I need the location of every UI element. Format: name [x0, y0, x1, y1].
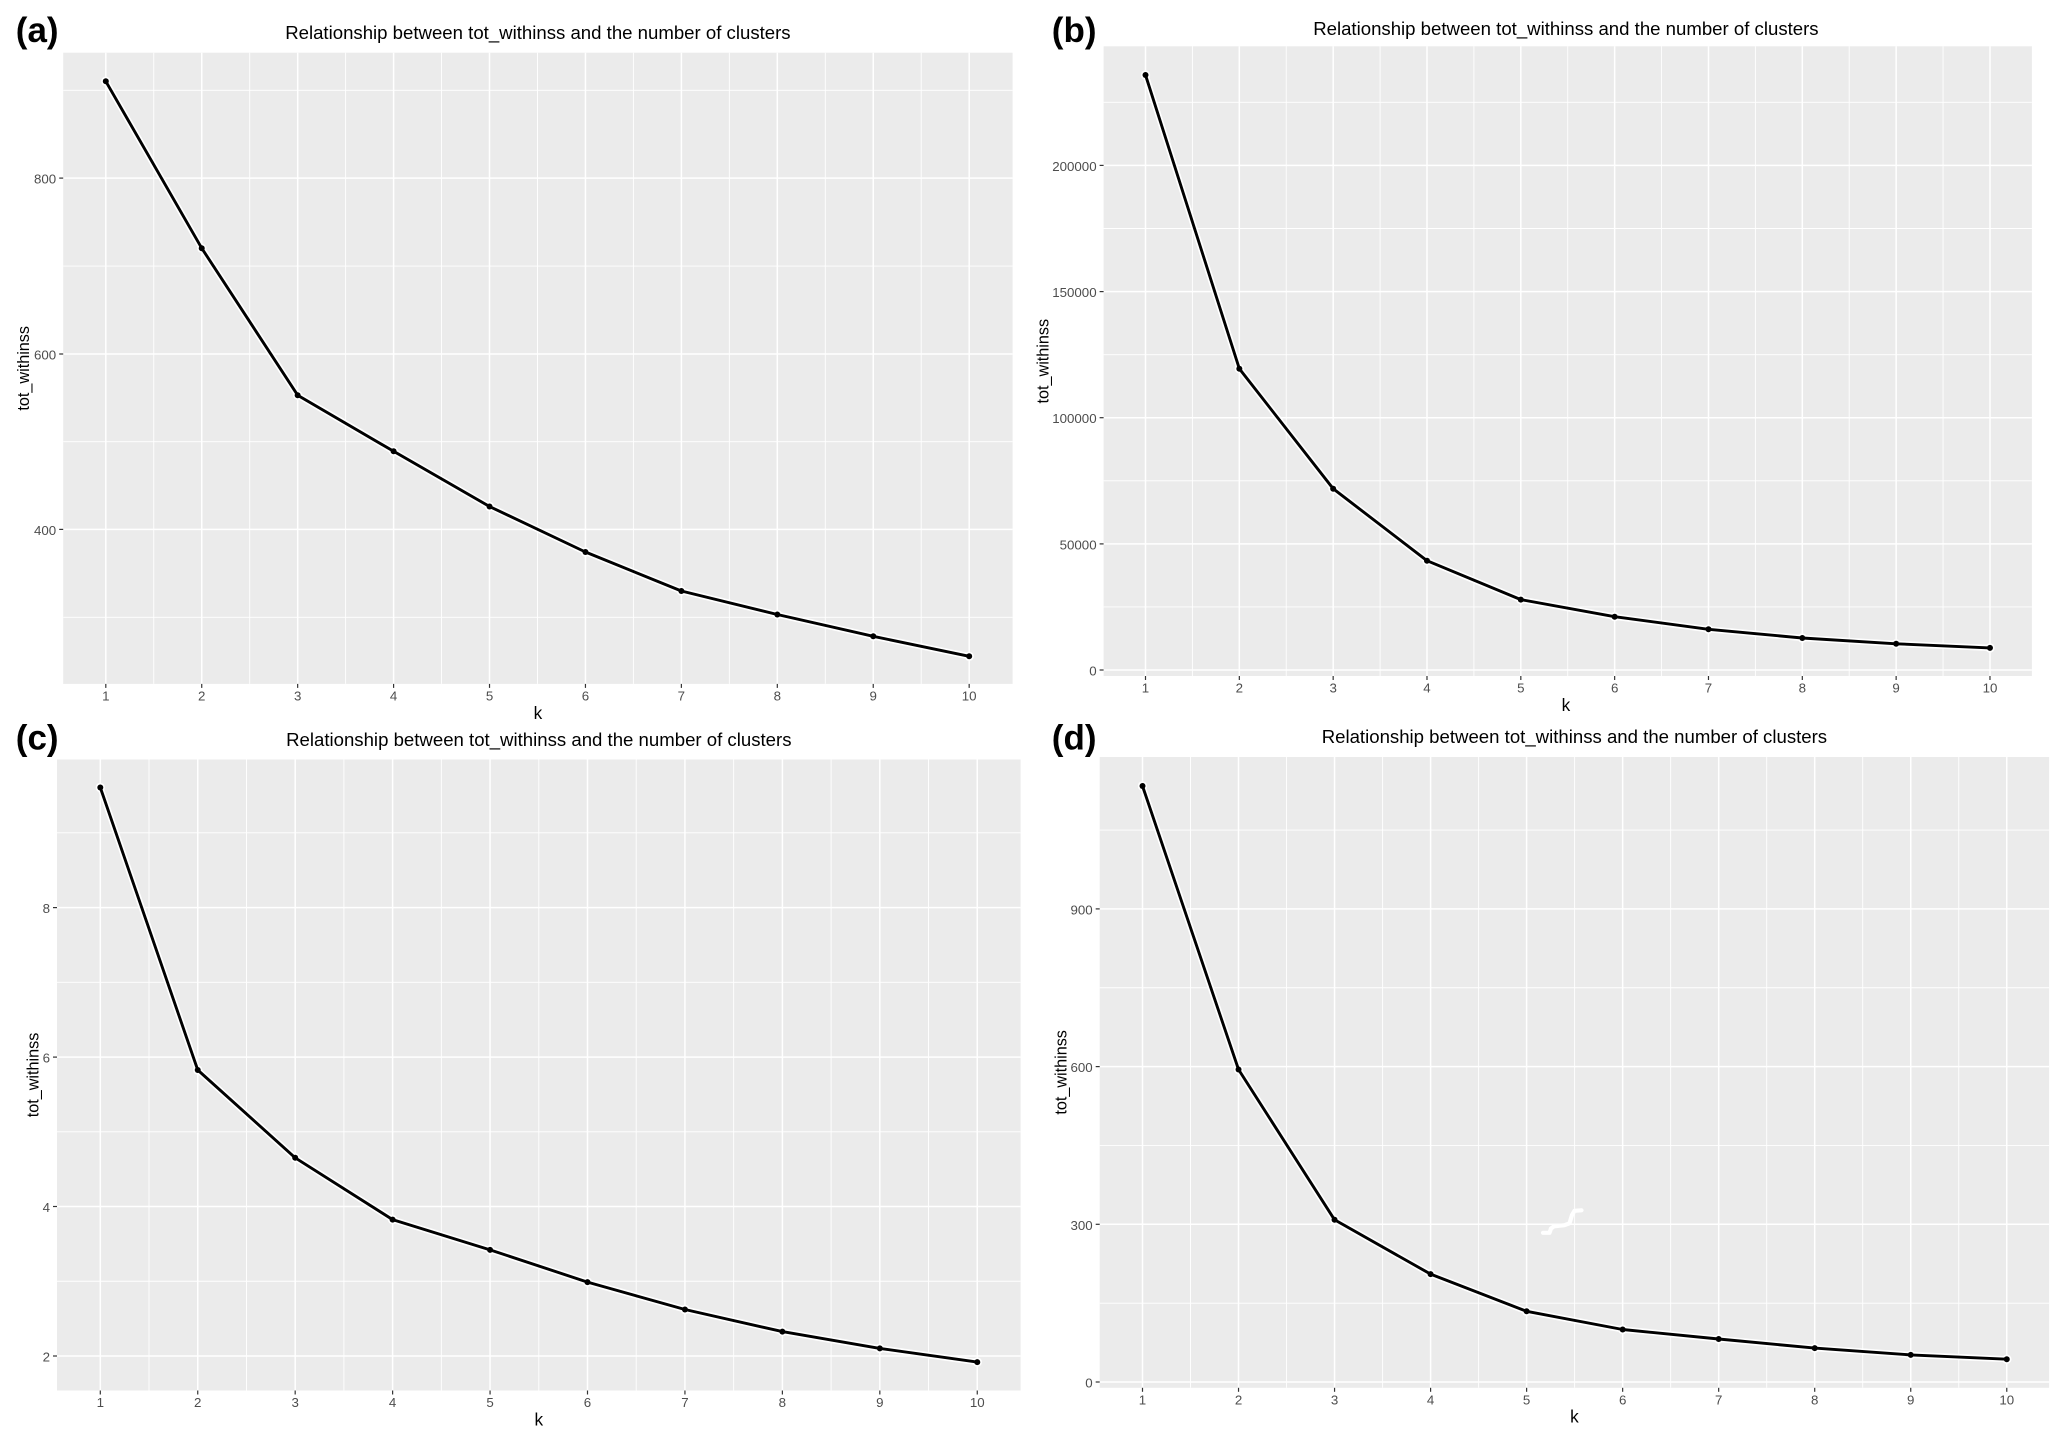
svg-text:k: k — [1570, 1407, 1579, 1427]
svg-text:Relationship between tot_withi: Relationship between tot_withinss and th… — [285, 22, 790, 44]
svg-text:3: 3 — [294, 689, 301, 704]
svg-text:8: 8 — [774, 689, 781, 704]
svg-text:10: 10 — [1999, 1392, 2014, 1407]
svg-text:1: 1 — [102, 689, 109, 704]
svg-text:400: 400 — [34, 523, 56, 538]
svg-text:3: 3 — [291, 1395, 298, 1410]
svg-text:1: 1 — [1139, 1392, 1146, 1407]
svg-text:600: 600 — [1071, 1060, 1093, 1075]
svg-text:7: 7 — [681, 1395, 688, 1410]
svg-text:1: 1 — [1142, 681, 1149, 696]
svg-text:Relationship between tot_withi: Relationship between tot_withinss and th… — [1313, 18, 1818, 40]
svg-text:tot_withinss: tot_withinss — [15, 326, 33, 411]
svg-text:600: 600 — [34, 348, 56, 363]
svg-text:7: 7 — [1705, 681, 1712, 696]
svg-text:800: 800 — [34, 172, 56, 187]
svg-text:200000: 200000 — [1052, 159, 1096, 174]
svg-text:7: 7 — [1715, 1392, 1722, 1407]
svg-text:Relationship between tot_withi: Relationship between tot_withinss and th… — [286, 729, 791, 751]
svg-text:6: 6 — [1611, 681, 1618, 696]
svg-text:9: 9 — [1892, 681, 1899, 696]
svg-text:2: 2 — [1236, 681, 1243, 696]
svg-text:10: 10 — [962, 689, 977, 704]
svg-text:4: 4 — [390, 689, 397, 704]
svg-text:6: 6 — [582, 689, 589, 704]
svg-text:(c): (c) — [16, 719, 59, 758]
svg-text:9: 9 — [876, 1395, 883, 1410]
svg-text:1: 1 — [97, 1395, 104, 1410]
svg-text:(d): (d) — [1052, 719, 1097, 758]
svg-text:6: 6 — [584, 1395, 591, 1410]
svg-text:4: 4 — [1427, 1392, 1434, 1407]
svg-text:4: 4 — [43, 1200, 50, 1215]
svg-text:9: 9 — [1907, 1392, 1914, 1407]
svg-text:5: 5 — [486, 1395, 493, 1410]
svg-text:0: 0 — [1089, 664, 1096, 679]
svg-text:tot_withinss: tot_withinss — [1034, 319, 1052, 404]
svg-text:2: 2 — [43, 1350, 50, 1365]
svg-text:8: 8 — [43, 901, 50, 916]
svg-text:9: 9 — [870, 689, 877, 704]
svg-text:3: 3 — [1329, 681, 1336, 696]
svg-text:0: 0 — [1085, 1376, 1092, 1391]
svg-text:8: 8 — [779, 1395, 786, 1410]
svg-text:Relationship between tot_withi: Relationship between tot_withinss and th… — [1322, 726, 1827, 748]
svg-text:8: 8 — [1811, 1392, 1818, 1407]
svg-text:5: 5 — [486, 689, 493, 704]
svg-text:2: 2 — [1235, 1392, 1242, 1407]
svg-text:150000: 150000 — [1052, 285, 1096, 300]
svg-text:10: 10 — [1983, 681, 1998, 696]
svg-text:100000: 100000 — [1052, 411, 1096, 426]
svg-text:k: k — [535, 1409, 544, 1429]
svg-text:900: 900 — [1071, 902, 1093, 917]
svg-text:(b): (b) — [1052, 11, 1097, 50]
svg-text:tot_withinss: tot_withinss — [1053, 1030, 1071, 1115]
svg-text:2: 2 — [198, 689, 205, 704]
svg-text:4: 4 — [1423, 681, 1430, 696]
svg-text:k: k — [1562, 695, 1571, 715]
svg-text:10: 10 — [970, 1395, 985, 1410]
svg-text:5: 5 — [1517, 681, 1524, 696]
svg-text:(a): (a) — [16, 11, 59, 50]
svg-text:2: 2 — [194, 1395, 201, 1410]
svg-text:tot_withinss: tot_withinss — [25, 1033, 43, 1118]
svg-text:5: 5 — [1523, 1392, 1530, 1407]
svg-text:50000: 50000 — [1060, 537, 1097, 552]
svg-text:6: 6 — [1619, 1392, 1626, 1407]
svg-text:4: 4 — [389, 1395, 396, 1410]
svg-text:6: 6 — [43, 1051, 50, 1066]
svg-text:k: k — [534, 703, 543, 723]
svg-text:8: 8 — [1799, 681, 1806, 696]
svg-text:7: 7 — [678, 689, 685, 704]
svg-text:3: 3 — [1331, 1392, 1338, 1407]
svg-text:300: 300 — [1071, 1218, 1093, 1233]
